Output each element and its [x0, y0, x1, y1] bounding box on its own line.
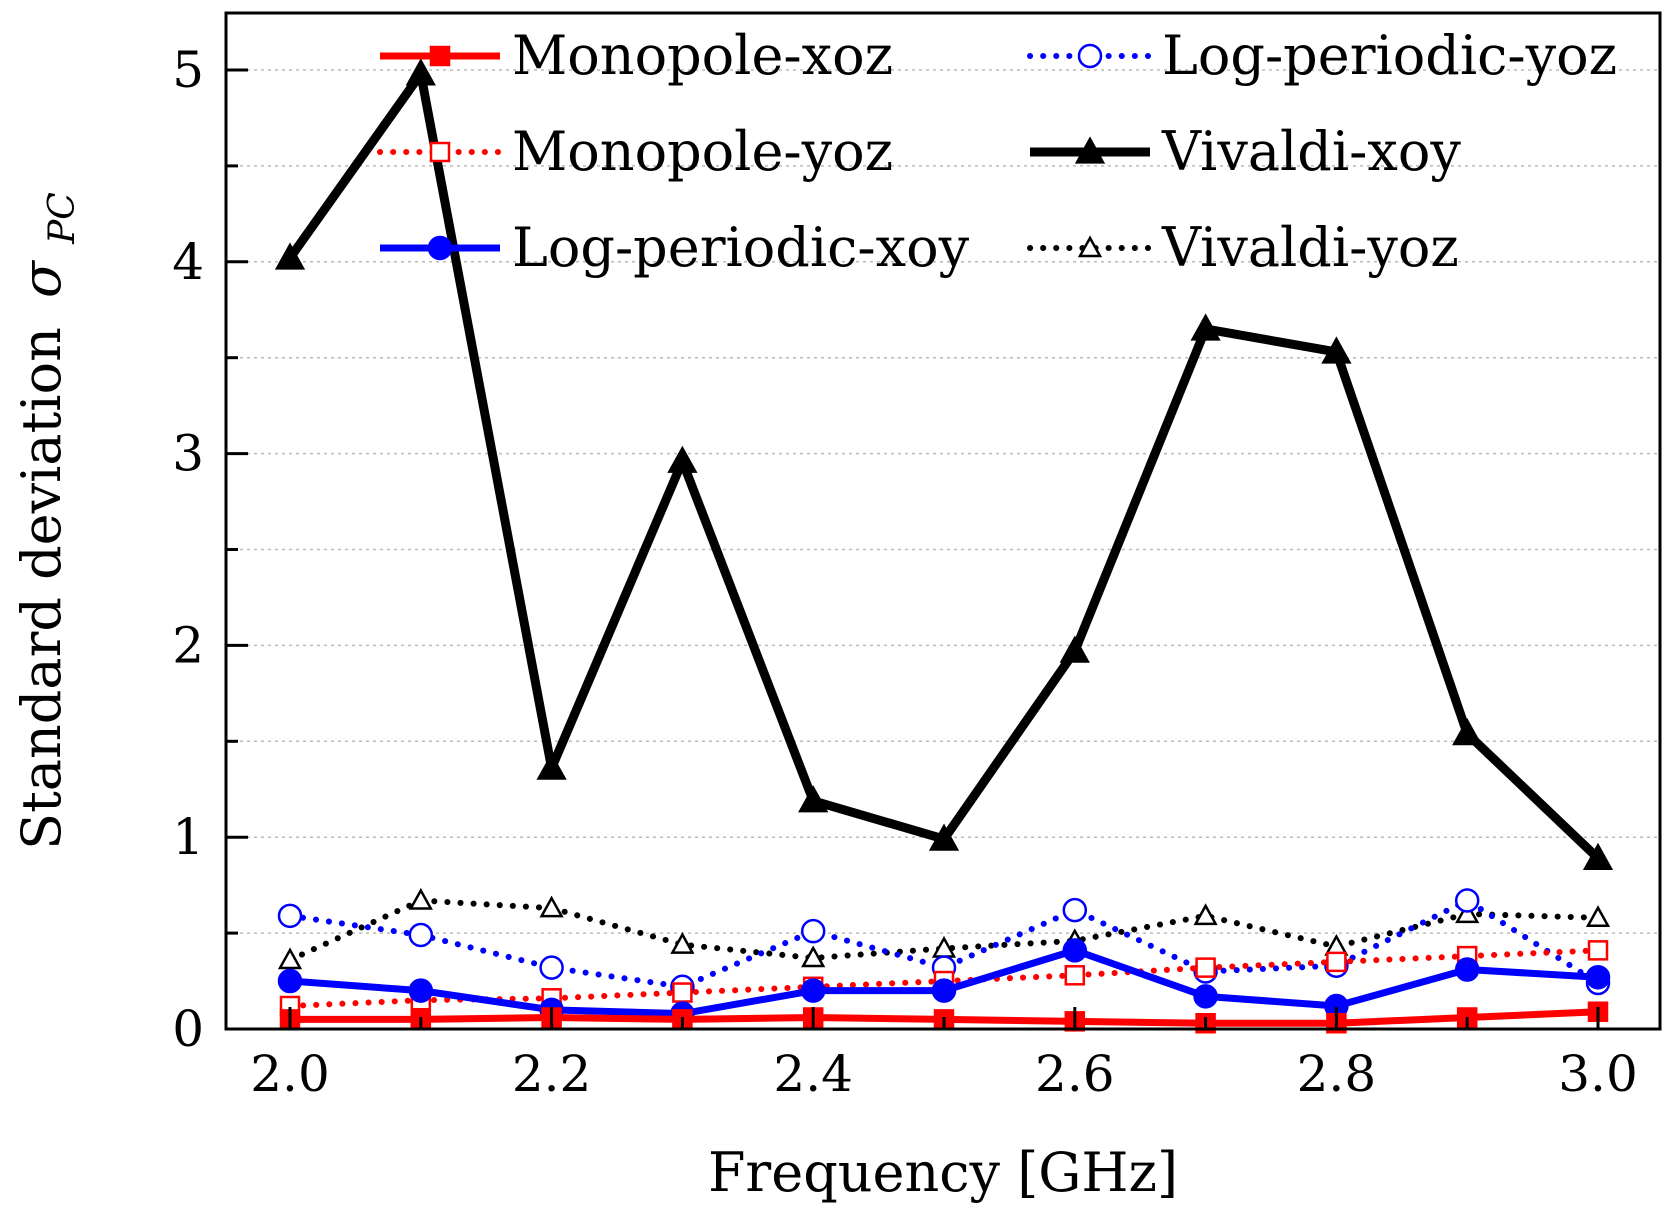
y-axis-title-text: Standard deviation: [10, 327, 73, 850]
data-point-marker: [408, 978, 434, 1003]
x-tick-label: 2.2: [512, 1045, 592, 1103]
y-tick-label: 4: [172, 233, 204, 291]
data-point-marker: [1059, 635, 1090, 663]
data-point-marker: [931, 978, 957, 1003]
data-point-marker: [1587, 940, 1609, 961]
data-point-marker: [277, 947, 303, 970]
x-tick-label: 2.8: [1297, 1045, 1377, 1103]
legend: Monopole-xoz Monopole-yoz Log-periodic-xoy…: [377, 24, 1617, 279]
data-point-marker: [277, 903, 303, 929]
data-point-marker: [536, 752, 567, 780]
legend-item: Monopole-xoz: [380, 24, 893, 87]
data-point-marker: [1454, 957, 1480, 982]
data-point-marker: [1064, 965, 1086, 986]
data-point-marker: [800, 978, 826, 1003]
y-axis-title-symbol: σ: [10, 259, 73, 298]
legend-item: Log-periodic-yoz: [1027, 24, 1617, 87]
data-point-marker: [539, 955, 564, 980]
data-point-marker: [928, 823, 960, 851]
data-point-marker: [800, 918, 826, 944]
legend-item: Vivaldi-yoz: [1027, 216, 1459, 279]
y-tick-label: 0: [172, 1000, 204, 1058]
data-point-marker: [274, 242, 306, 270]
data-point-marker: [801, 945, 826, 968]
x-axis-title: Frequency [GHz]: [708, 1141, 1178, 1204]
axis-ticks: [226, 68, 1600, 1031]
data-point-marker: [1077, 43, 1103, 69]
data-point-marker: [539, 895, 564, 918]
series-line: [287, 897, 1601, 963]
axis-tick-labels: 0 1 2 3 4 5 2.0 2.2 2.4 2.6 2.8 3.0: [172, 41, 1638, 1103]
data-point-marker: [1582, 842, 1614, 870]
series-group: [274, 58, 1614, 1034]
data-point-marker: [1190, 313, 1221, 341]
data-point-marker: [667, 445, 698, 473]
data-point-marker: [408, 922, 434, 948]
legend-label: Monopole-yoz: [512, 120, 893, 183]
legend-item: Vivaldi-xoy: [1030, 120, 1461, 183]
data-point-marker: [1454, 888, 1480, 913]
data-point-marker: [1193, 903, 1218, 926]
data-point-marker: [1062, 938, 1088, 963]
legend-label: Log-periodic-yoz: [1162, 24, 1617, 87]
data-point-marker: [429, 141, 451, 163]
legend-label: Vivaldi-yoz: [1161, 216, 1459, 279]
legend-label: Monopole-xoz: [512, 24, 893, 87]
data-point-marker: [672, 982, 693, 1003]
y-axis-title: Standard deviation σ PC: [10, 192, 83, 850]
data-point-marker: [1585, 905, 1611, 928]
data-point-marker: [670, 932, 695, 954]
legend-item: Monopole-yoz: [377, 120, 893, 183]
x-tick-label: 2.0: [250, 1045, 330, 1103]
legend-item: Log-periodic-xoy: [380, 216, 970, 279]
data-point-marker: [405, 58, 436, 86]
y-tick-label: 1: [172, 808, 204, 866]
x-tick-label: 2.6: [1035, 1045, 1115, 1103]
data-point-marker: [798, 785, 829, 813]
data-point-marker: [1195, 957, 1216, 978]
data-point-marker: [1077, 235, 1103, 258]
x-tick-label: 3.0: [1558, 1045, 1638, 1103]
data-point-marker: [1326, 951, 1347, 973]
y-tick-label: 3: [172, 425, 204, 483]
data-point-marker: [1455, 901, 1480, 924]
data-point-marker: [1321, 336, 1352, 364]
x-tick-label: 2.4: [773, 1045, 853, 1103]
y-axis-title-subscript: PC: [42, 192, 83, 245]
y-tick-label: 2: [172, 616, 204, 674]
legend-label: Log-periodic-xoy: [512, 216, 970, 279]
y-tick-label: 5: [172, 41, 204, 99]
data-point-marker: [1193, 984, 1218, 1009]
data-point-marker: [408, 887, 433, 910]
data-point-marker: [277, 968, 303, 994]
series-vivaldi-xoy: [274, 58, 1614, 870]
data-point-marker: [1074, 136, 1106, 164]
series-line: [287, 897, 1601, 990]
data-point-marker: [1585, 964, 1611, 990]
data-point-marker: [1452, 718, 1483, 746]
data-point-marker: [427, 235, 453, 261]
data-point-marker: [1062, 897, 1088, 923]
data-point-marker: [429, 45, 451, 67]
legend-label: Vivaldi-xoy: [1161, 120, 1461, 183]
